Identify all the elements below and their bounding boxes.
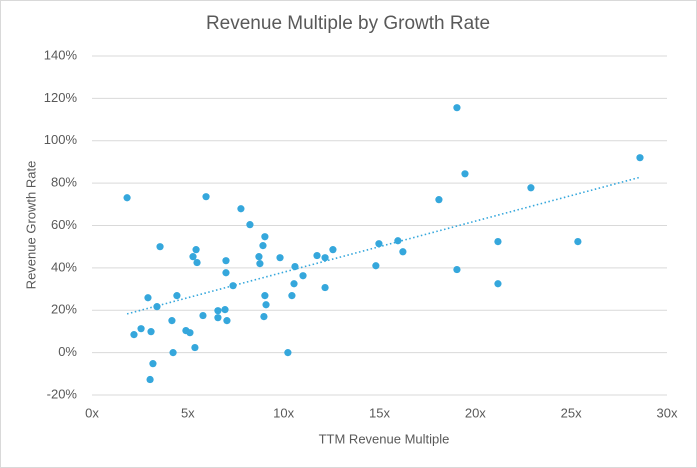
x-tick-label: 25x (561, 405, 582, 420)
x-tick-label: 30x (657, 405, 678, 420)
x-tick-label: 0x (85, 405, 99, 420)
point (574, 238, 582, 246)
y-tick-label: 120% (44, 90, 78, 105)
point (189, 253, 197, 261)
point (299, 272, 307, 280)
x-tick-label: 15x (369, 405, 390, 420)
point (130, 331, 138, 339)
x-tick-label: 10x (273, 405, 294, 420)
y-tick-label: 80% (51, 175, 77, 190)
point (192, 246, 200, 254)
point (229, 282, 237, 290)
point (372, 262, 380, 270)
point (290, 280, 298, 288)
point (494, 238, 502, 246)
point (329, 246, 337, 254)
point (494, 280, 502, 288)
point (288, 292, 296, 300)
point (222, 269, 230, 277)
point (261, 233, 269, 241)
point (435, 196, 443, 204)
point (527, 184, 535, 192)
point (223, 317, 231, 325)
point (222, 257, 230, 265)
point (321, 254, 329, 262)
point (193, 258, 201, 267)
point (214, 314, 222, 322)
point (453, 265, 461, 274)
point (375, 240, 383, 248)
trendline (126, 176, 641, 315)
point (146, 375, 154, 384)
point (156, 243, 164, 251)
point (259, 242, 267, 250)
y-tick-label: 40% (51, 259, 77, 274)
y-tick-label: 140% (44, 47, 78, 62)
point (399, 248, 407, 256)
point (169, 349, 177, 357)
point (394, 237, 402, 245)
y-axis-label: Revenue Growth Rate (23, 161, 38, 290)
point (153, 303, 161, 311)
point (199, 311, 207, 320)
y-tick-label: 20% (51, 302, 77, 317)
x-axis-label: TTM Revenue Multiple (319, 431, 450, 446)
point (123, 194, 131, 202)
point (137, 325, 145, 333)
y-tick-label: 60% (51, 217, 77, 232)
point (237, 205, 245, 213)
point (246, 221, 254, 229)
x-tick-label: 20x (465, 405, 486, 420)
point (147, 328, 155, 336)
point (149, 360, 157, 368)
y-tick-label: -20% (47, 386, 78, 401)
point (453, 104, 461, 112)
point (321, 283, 329, 292)
point (284, 349, 292, 357)
point (173, 292, 181, 300)
point (202, 193, 210, 201)
point (313, 251, 321, 260)
point (255, 253, 263, 261)
point (214, 307, 222, 315)
point (168, 317, 176, 325)
point (144, 294, 152, 302)
point (261, 292, 269, 300)
point (636, 154, 644, 162)
point (260, 313, 268, 321)
point (276, 254, 284, 262)
x-tick-label: 5x (181, 405, 195, 420)
y-tick-label: 100% (44, 132, 78, 147)
chart-title: Revenue Multiple by Growth Rate (206, 13, 490, 34)
point (262, 301, 270, 309)
point (221, 306, 229, 314)
point (186, 329, 194, 337)
y-tick-label: 0% (58, 344, 77, 359)
point (461, 170, 469, 178)
point (191, 343, 199, 352)
point (256, 260, 264, 268)
point (291, 263, 299, 271)
